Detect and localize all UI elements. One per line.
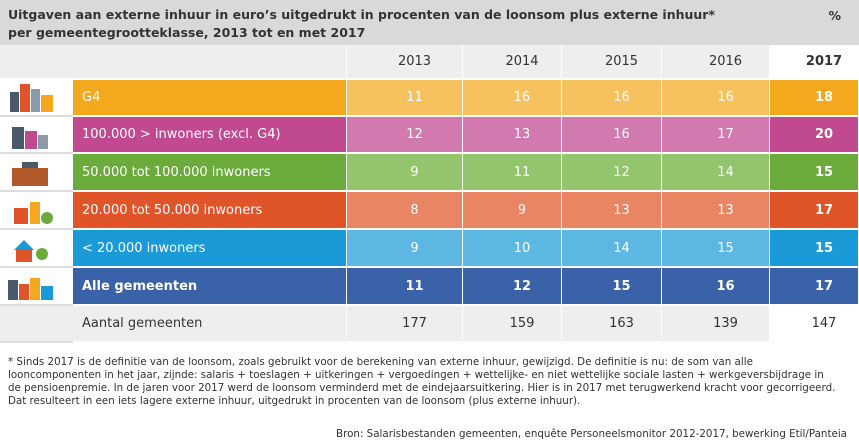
cell-value: 159 [463, 306, 562, 343]
title: Uitgaven aan externe inhuur in euro’s ui… [8, 7, 716, 22]
cell-value: 20 [770, 117, 859, 154]
icon [12, 162, 48, 186]
cell-value: 11 [463, 154, 562, 192]
icon [14, 202, 53, 224]
cell-value: 13 [463, 117, 562, 154]
row-icon [0, 306, 73, 343]
row-label: Alle gemeenten [73, 268, 347, 306]
footnote: * Sinds 2017 is de definitie van de loon… [8, 356, 836, 407]
cell-value: 9 [347, 154, 463, 192]
column-header: 2014 [463, 45, 562, 80]
cell-value: 8 [347, 192, 463, 230]
cell-value: 16 [662, 268, 770, 306]
cell-value: 17 [662, 117, 770, 154]
icon [8, 278, 53, 300]
cell-value: 177 [347, 306, 463, 343]
subtitle: per gemeentegrootteklasse, 2013 tot en m… [8, 25, 366, 40]
cell-value: 11 [347, 268, 463, 306]
cell-value: 14 [662, 154, 770, 192]
cell-value: 10 [463, 230, 562, 268]
cell-value: 12 [463, 268, 562, 306]
row-icon [0, 80, 73, 117]
row-label: 20.000 tot 50.000 inwoners [73, 192, 347, 230]
cell-value: 16 [562, 80, 662, 117]
row-label: G4 [73, 80, 347, 117]
cell-value: 15 [662, 230, 770, 268]
cell-value: 18 [770, 80, 859, 117]
cell-value: 16 [562, 117, 662, 154]
cell-value: 147 [770, 306, 859, 343]
icon [12, 127, 48, 149]
cell-value: 9 [463, 192, 562, 230]
cell-value: 15 [770, 154, 859, 192]
header-blank [0, 45, 347, 80]
row-icon [0, 192, 73, 230]
column-header: 2015 [562, 45, 662, 80]
cell-value: 13 [562, 192, 662, 230]
row-icon [0, 117, 73, 154]
cell-value: 16 [662, 80, 770, 117]
cell-value: 15 [562, 268, 662, 306]
row-icon [0, 230, 73, 268]
cell-value: 16 [463, 80, 562, 117]
cell-value: 15 [770, 230, 859, 268]
column-header: 2013 [347, 45, 463, 80]
cell-value: 14 [562, 230, 662, 268]
row-label: Aantal gemeenten [73, 306, 347, 343]
row-icon [0, 154, 73, 192]
cell-value: 163 [562, 306, 662, 343]
cell-value: 13 [662, 192, 770, 230]
icon [14, 240, 48, 262]
icon [10, 84, 53, 112]
cell-value: 11 [347, 80, 463, 117]
cell-value: 9 [347, 230, 463, 268]
row-label: 100.000 > inwoners (excl. G4) [73, 117, 347, 154]
row-icon [0, 268, 73, 306]
title-bar [0, 0, 859, 45]
cell-value: 17 [770, 268, 859, 306]
row-label: 50.000 tot 100.000 inwoners [73, 154, 347, 192]
cell-value: 17 [770, 192, 859, 230]
cell-value: 12 [562, 154, 662, 192]
cell-value: 12 [347, 117, 463, 154]
source: Bron: Salarisbestanden gemeenten, enquêt… [336, 428, 847, 440]
cell-value: 139 [662, 306, 770, 343]
unit: % [828, 8, 841, 23]
row-label: < 20.000 inwoners [73, 230, 347, 268]
column-header: 2016 [662, 45, 770, 80]
column-header: 2017 [770, 45, 859, 80]
